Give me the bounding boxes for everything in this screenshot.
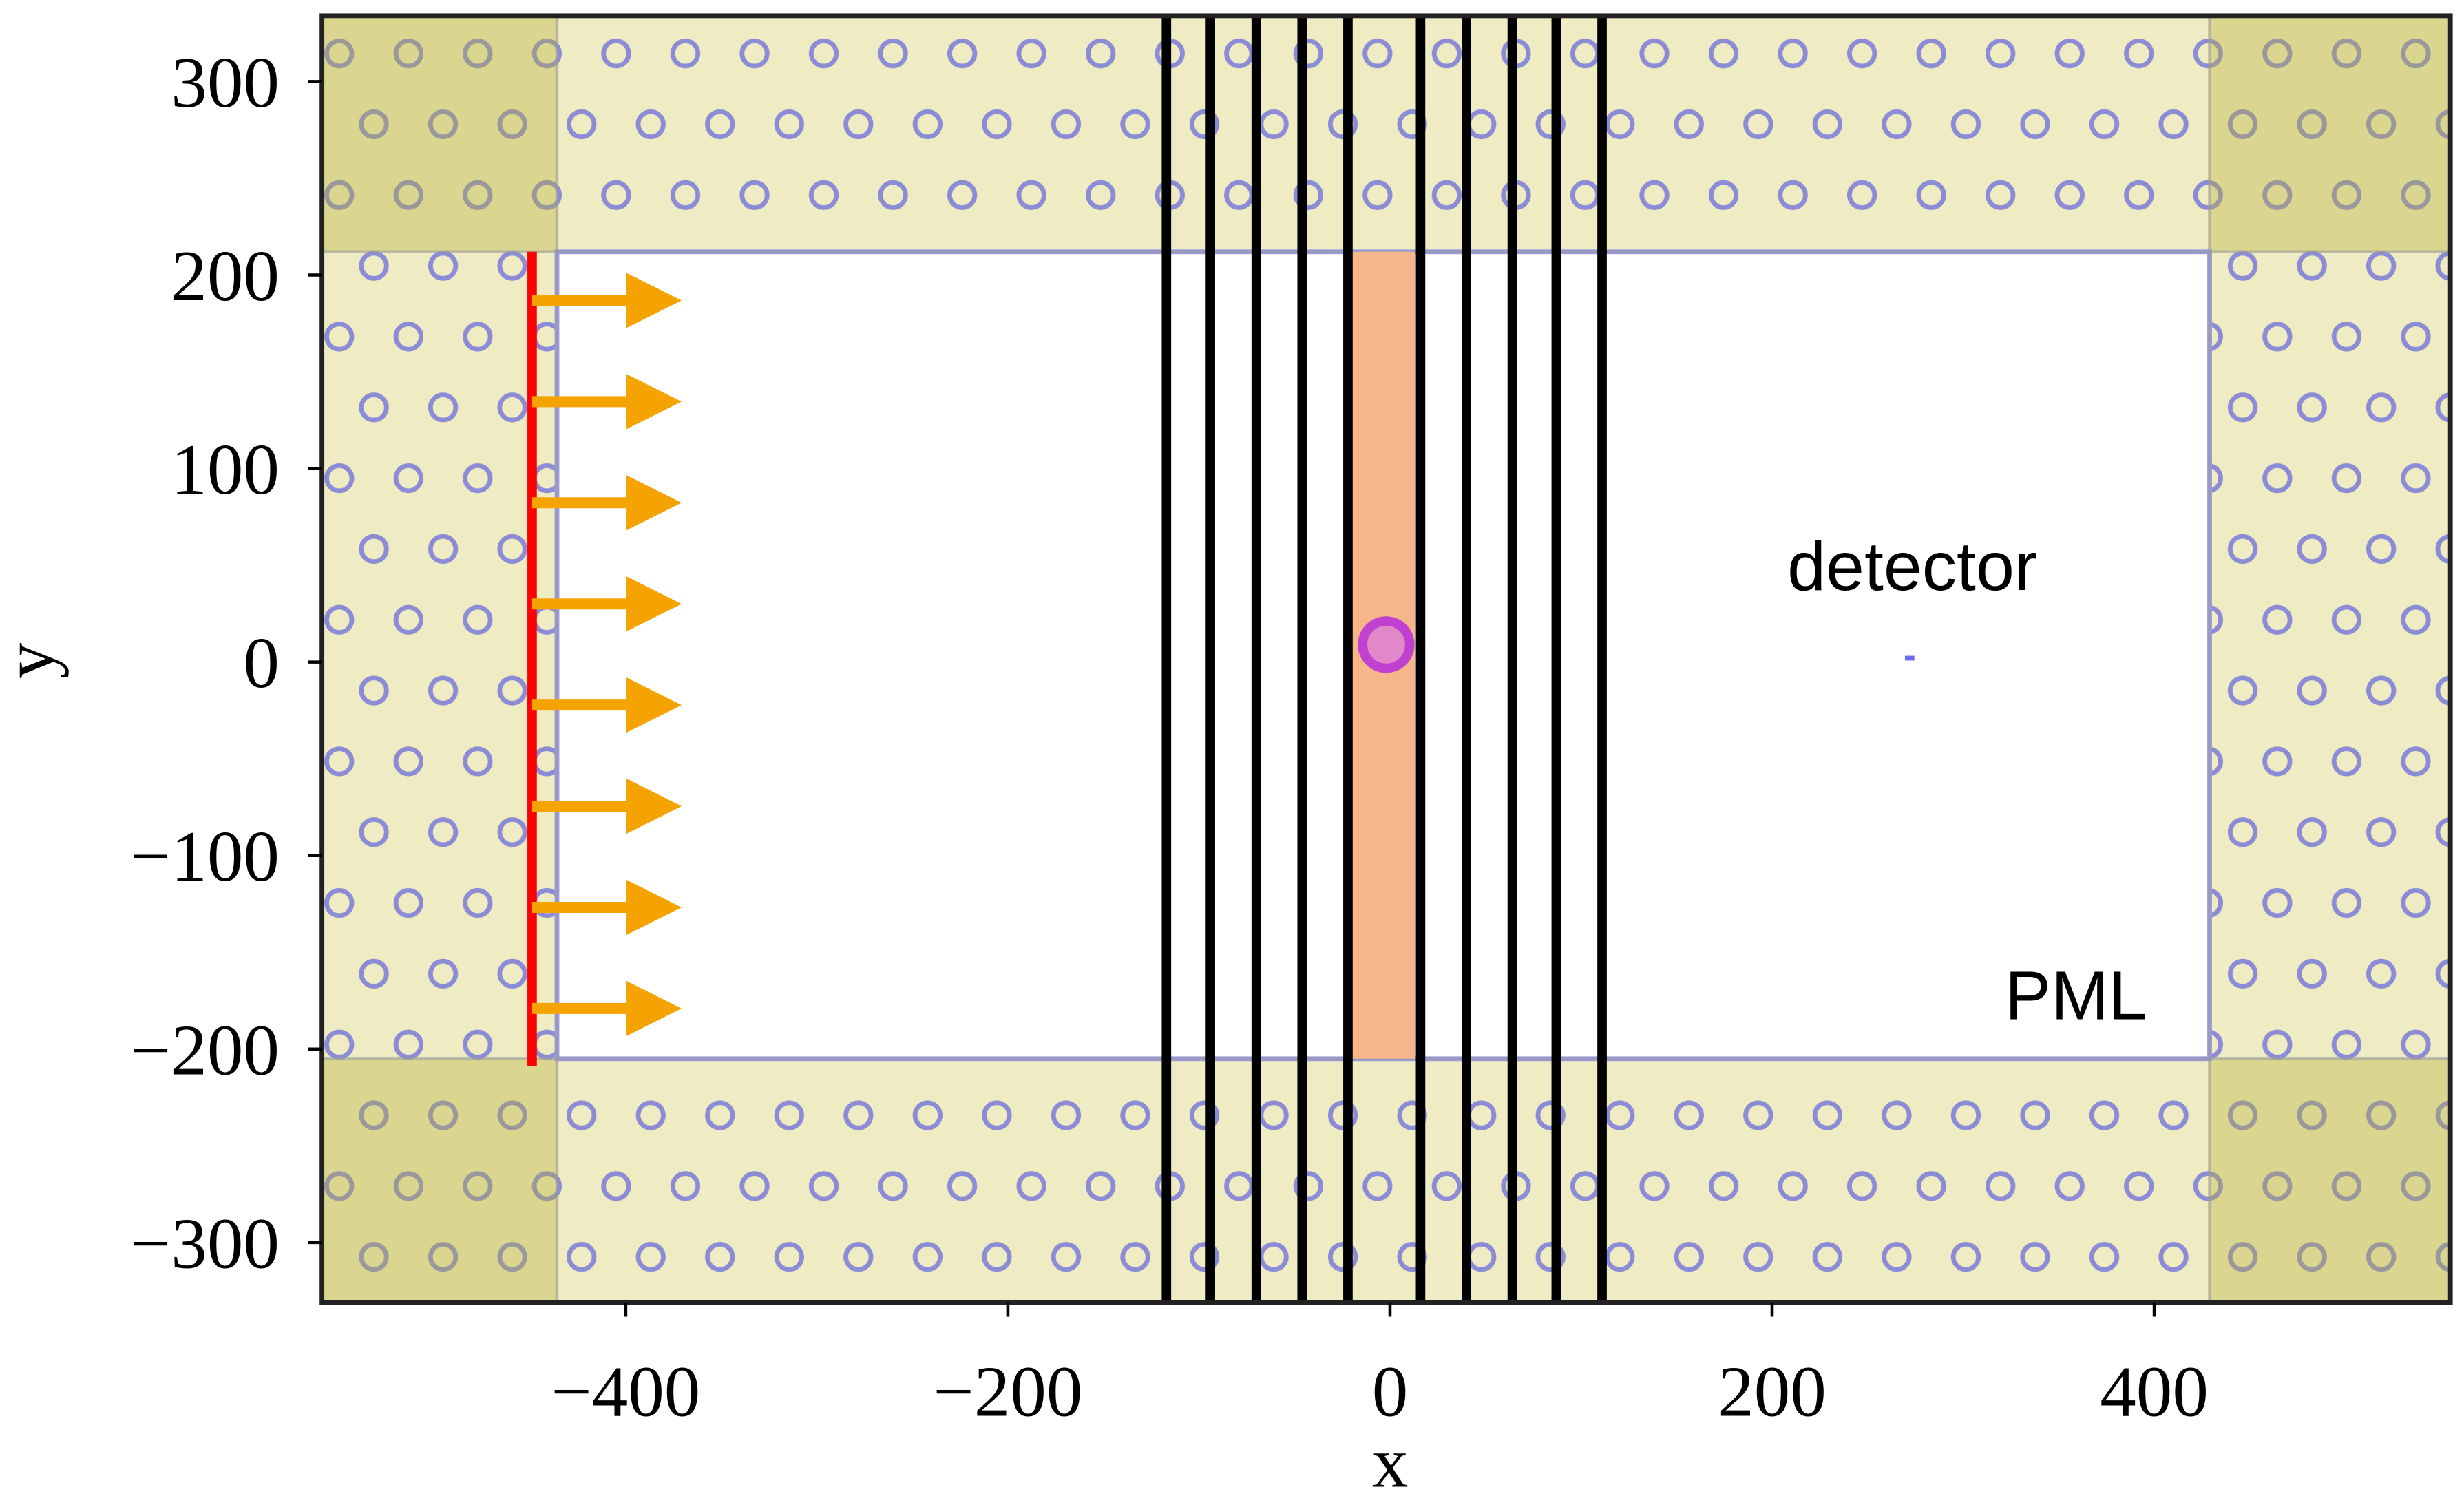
y-tick-label: 100 xyxy=(171,429,280,509)
pml-label: PML xyxy=(2005,958,2147,1035)
pml-corner xyxy=(322,1058,557,1303)
y-tick-label: 0 xyxy=(243,622,280,703)
y-tick-label: 300 xyxy=(171,42,280,123)
pml-corner xyxy=(2209,1058,2451,1303)
y-tick-label: −300 xyxy=(130,1203,280,1283)
emitter xyxy=(1358,616,1415,673)
detector-label: detector xyxy=(1787,528,2037,605)
x-tick-label: 400 xyxy=(2100,1351,2209,1431)
x-axis-label: x xyxy=(1372,1422,1409,1496)
pml-corner xyxy=(2209,15,2451,252)
x-tick-label: −400 xyxy=(551,1351,700,1431)
y-axis-label: y xyxy=(0,642,69,679)
detector xyxy=(1904,655,1915,661)
x-tick-label: −200 xyxy=(933,1351,1082,1431)
y-tick-label: −200 xyxy=(130,1009,280,1090)
y-tick-label: −100 xyxy=(130,816,280,896)
pml-corner xyxy=(322,15,557,252)
x-tick-label: 200 xyxy=(1718,1351,1826,1431)
x-tick-label: 0 xyxy=(1372,1351,1409,1431)
plot-frame xyxy=(319,13,2453,1305)
y-tick-label: 200 xyxy=(171,235,280,316)
